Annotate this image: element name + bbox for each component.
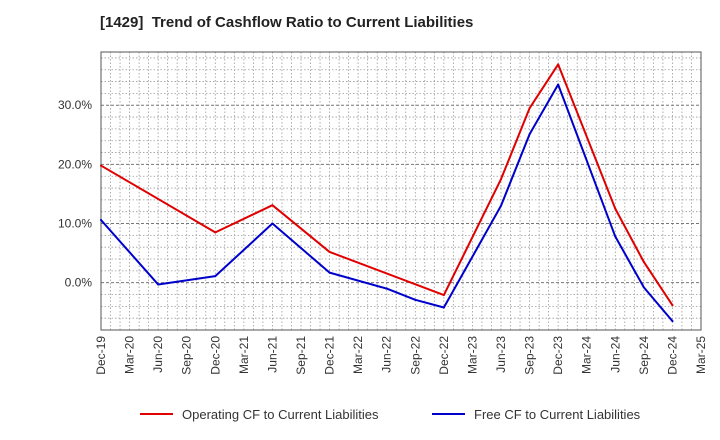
data-point [528, 133, 531, 136]
x-tick-label: Mar-20 [123, 336, 137, 374]
x-tick-label: Mar-21 [237, 336, 251, 374]
series-lines [100, 63, 674, 323]
x-tick-label: Sep-20 [180, 336, 194, 375]
chart-title: [1429] Trend of Cashflow Ratio to Curren… [100, 14, 474, 31]
data-point [557, 63, 560, 66]
data-point [214, 275, 217, 278]
grid [101, 52, 701, 330]
x-tick-label: Jun-20 [151, 336, 165, 373]
data-point [671, 320, 674, 323]
x-tick-label: Sep-22 [408, 336, 422, 375]
x-tick-label: Dec-23 [551, 336, 565, 375]
data-point [100, 218, 102, 221]
x-tick-label: Mar-23 [465, 336, 479, 374]
x-tick-label: Dec-21 [323, 336, 337, 375]
plot-area-frame [100, 51, 702, 331]
data-point [328, 271, 331, 274]
x-tick-label: Jun-22 [380, 336, 394, 373]
data-point [642, 260, 645, 263]
data-point [328, 250, 331, 253]
data-point [528, 107, 531, 110]
legend-label: Operating CF to Current Liabilities [182, 407, 379, 422]
free-cf-line [100, 83, 674, 323]
data-point [500, 178, 502, 181]
y-tick-label: 10.0% [58, 217, 92, 231]
data-point [557, 83, 560, 86]
y-tick-label: 20.0% [58, 157, 92, 171]
data-point [214, 231, 217, 234]
x-tick-label: Mar-25 [694, 336, 708, 374]
data-point [442, 306, 445, 309]
data-point [414, 298, 417, 301]
x-tick-label: Jun-21 [265, 336, 279, 373]
x-tick-label: Jun-24 [608, 336, 622, 373]
x-tick-label: Sep-24 [637, 336, 651, 375]
data-point [385, 287, 388, 290]
y-axis-ticks: 0.0% 10.0% 20.0% 30.0% [58, 98, 92, 289]
x-tick-label: Mar-24 [580, 336, 594, 374]
x-tick-label: Mar-22 [351, 336, 365, 374]
data-point [614, 235, 617, 238]
y-tick-label: 30.0% [58, 98, 92, 112]
x-tick-label: Dec-20 [208, 336, 222, 375]
data-point [442, 294, 445, 297]
data-point [271, 222, 274, 225]
x-tick-label: Dec-19 [94, 336, 108, 375]
data-point [642, 286, 645, 289]
x-tick-label: Dec-22 [437, 336, 451, 375]
x-tick-label: Sep-23 [523, 336, 537, 375]
x-tick-label: Jun-23 [494, 336, 508, 373]
data-point [100, 164, 102, 167]
legend: Operating CF to Current Liabilities Free … [140, 407, 641, 422]
data-point [614, 207, 617, 210]
data-point [157, 283, 160, 286]
y-tick-label: 0.0% [65, 276, 93, 290]
x-tick-label: Sep-21 [294, 336, 308, 375]
data-point [671, 304, 674, 307]
data-point [500, 204, 502, 207]
legend-label: Free CF to Current Liabilities [474, 407, 641, 422]
data-point [271, 204, 274, 207]
x-axis-ticks: Dec-19 Mar-20 Jun-20 Sep-20 Dec-20 Mar-21 Jun-… [94, 336, 708, 375]
x-tick-label: Dec-24 [665, 336, 679, 375]
